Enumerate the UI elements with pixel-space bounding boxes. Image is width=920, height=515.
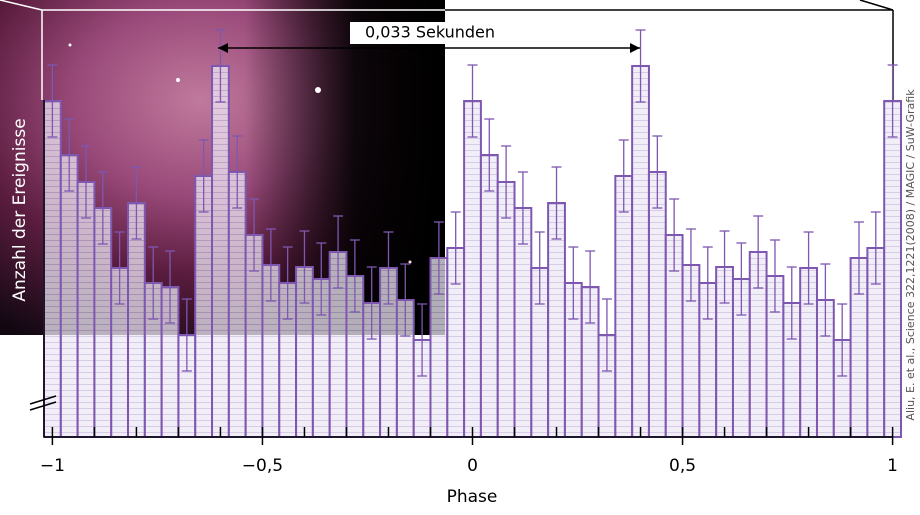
bar (883, 100, 903, 438)
x-axis-label: Phase (447, 487, 498, 507)
bar (479, 154, 499, 438)
bar (194, 175, 214, 438)
bar (43, 100, 62, 438)
bar (59, 154, 79, 438)
x-tick-label: −1 (40, 456, 65, 476)
bar (211, 65, 230, 438)
frame (0, 0, 894, 100)
bar (631, 65, 650, 438)
bar (463, 100, 482, 438)
axis-break (29, 395, 57, 411)
x-tick-label: 1 (887, 456, 898, 476)
bar (496, 181, 516, 438)
bar (227, 171, 247, 438)
bar (76, 181, 96, 438)
x-tick-label: −0,5 (242, 456, 283, 476)
annotation-bg (350, 22, 510, 44)
x-tick-label: 0,5 (669, 456, 696, 476)
plot (43, 29, 903, 438)
y-axis-label: Anzahl der Ereignisse (10, 118, 30, 301)
credit: Aliu, E. et al., Science 322,1221(2008) … (904, 89, 917, 421)
x-tick-label: 0 (467, 456, 478, 476)
annotation: 0,033 Sekunden (365, 23, 495, 42)
bar (614, 175, 634, 438)
bar (647, 171, 667, 438)
